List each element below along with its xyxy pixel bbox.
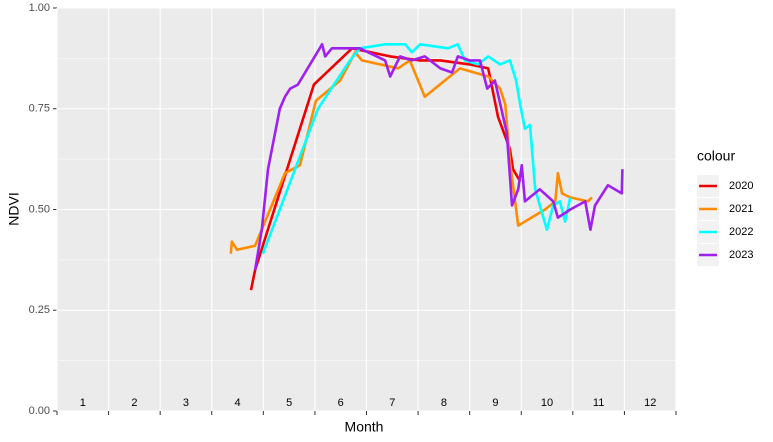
y-tick-label: 1.00: [29, 2, 50, 14]
month-label: 11: [593, 397, 604, 409]
series-line: [253, 43, 624, 271]
legend-label: 2020: [729, 180, 753, 192]
month-label: 10: [541, 397, 553, 409]
series-line: [261, 43, 572, 255]
month-label: 12: [644, 397, 656, 409]
y-tick-label: 0.00: [29, 405, 50, 417]
legend-label: 2021: [729, 203, 753, 215]
y-axis-title: NDVI: [6, 192, 22, 225]
month-label: 8: [441, 397, 447, 409]
y-tick-label: 0.75: [29, 103, 50, 115]
legend-title: colour: [697, 148, 735, 164]
month-label: 6: [338, 397, 344, 409]
month-label: 9: [492, 397, 498, 409]
y-tick-label: 0.50: [29, 203, 50, 215]
y-tick-label: 0.25: [29, 304, 50, 316]
month-label: 7: [389, 397, 395, 409]
series-line: [229, 51, 593, 254]
month-label: 5: [286, 397, 292, 409]
x-axis-title: Month: [345, 419, 384, 435]
month-label: 3: [183, 397, 189, 409]
month-label: 4: [234, 397, 240, 409]
month-label: 1: [80, 397, 86, 409]
legend-label: 2023: [729, 249, 753, 261]
month-label: 2: [131, 397, 137, 409]
legend-label: 2022: [729, 226, 753, 238]
